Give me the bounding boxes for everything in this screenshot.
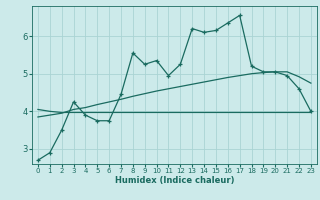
X-axis label: Humidex (Indice chaleur): Humidex (Indice chaleur) [115, 176, 234, 185]
